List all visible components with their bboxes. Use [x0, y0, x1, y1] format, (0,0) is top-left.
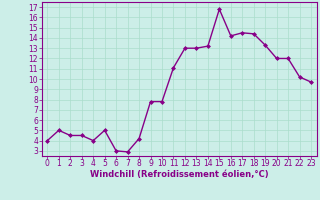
X-axis label: Windchill (Refroidissement éolien,°C): Windchill (Refroidissement éolien,°C): [90, 170, 268, 179]
